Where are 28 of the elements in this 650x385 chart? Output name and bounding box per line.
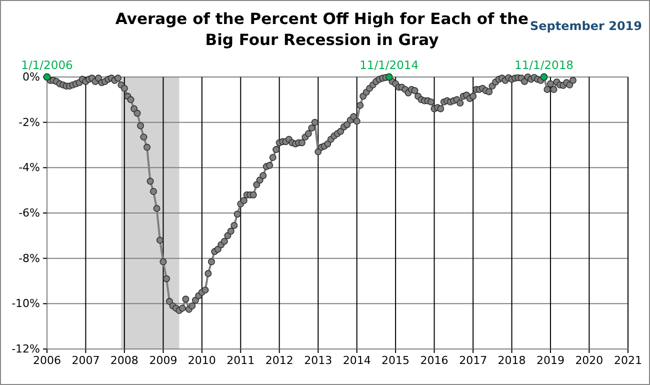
x-tick-label: 2017 — [459, 354, 488, 367]
x-tick-label: 2011 — [226, 354, 255, 367]
x-tick-label: 2016 — [420, 354, 448, 367]
x-tick-label: 2007 — [72, 354, 100, 367]
x-tick-label: 2021 — [614, 354, 642, 367]
x-tick-label: 2006 — [33, 354, 61, 367]
text: September 2019 — [530, 19, 642, 33]
y-tick-label: -8% — [18, 252, 40, 265]
x-tick-label: 2019 — [536, 354, 564, 367]
x-tick-label: 2013 — [304, 354, 332, 367]
annotation: 11/1/2014 — [360, 58, 419, 72]
x-tick-label: 2012 — [265, 354, 294, 367]
chart-title: Average of the Percent Off High for Each of the Big Four Recession in Gray — [115, 10, 529, 49]
x-tick-label: 2008 — [110, 354, 138, 367]
x-tick-label: 2018 — [498, 354, 526, 367]
y-tick-label: -10% — [12, 297, 40, 310]
annotation: 11/1/2018 — [514, 58, 574, 72]
annotation: 1/1/2006 — [21, 58, 73, 72]
x-tick-label: 2009 — [149, 354, 178, 367]
y-tick-label: -2% — [18, 116, 40, 129]
y-tick-label: -12% — [12, 342, 40, 356]
x-tick-label: 2020 — [575, 354, 604, 367]
x-tick-label: 2014 — [342, 354, 371, 367]
y-tick-label: -6% — [18, 206, 40, 220]
x-tick-label: 2010 — [188, 354, 216, 367]
x-tick-label: 2015 — [382, 354, 410, 367]
y-tick-label: 0% — [22, 70, 40, 84]
y-tick-label: -4% — [18, 161, 40, 174]
